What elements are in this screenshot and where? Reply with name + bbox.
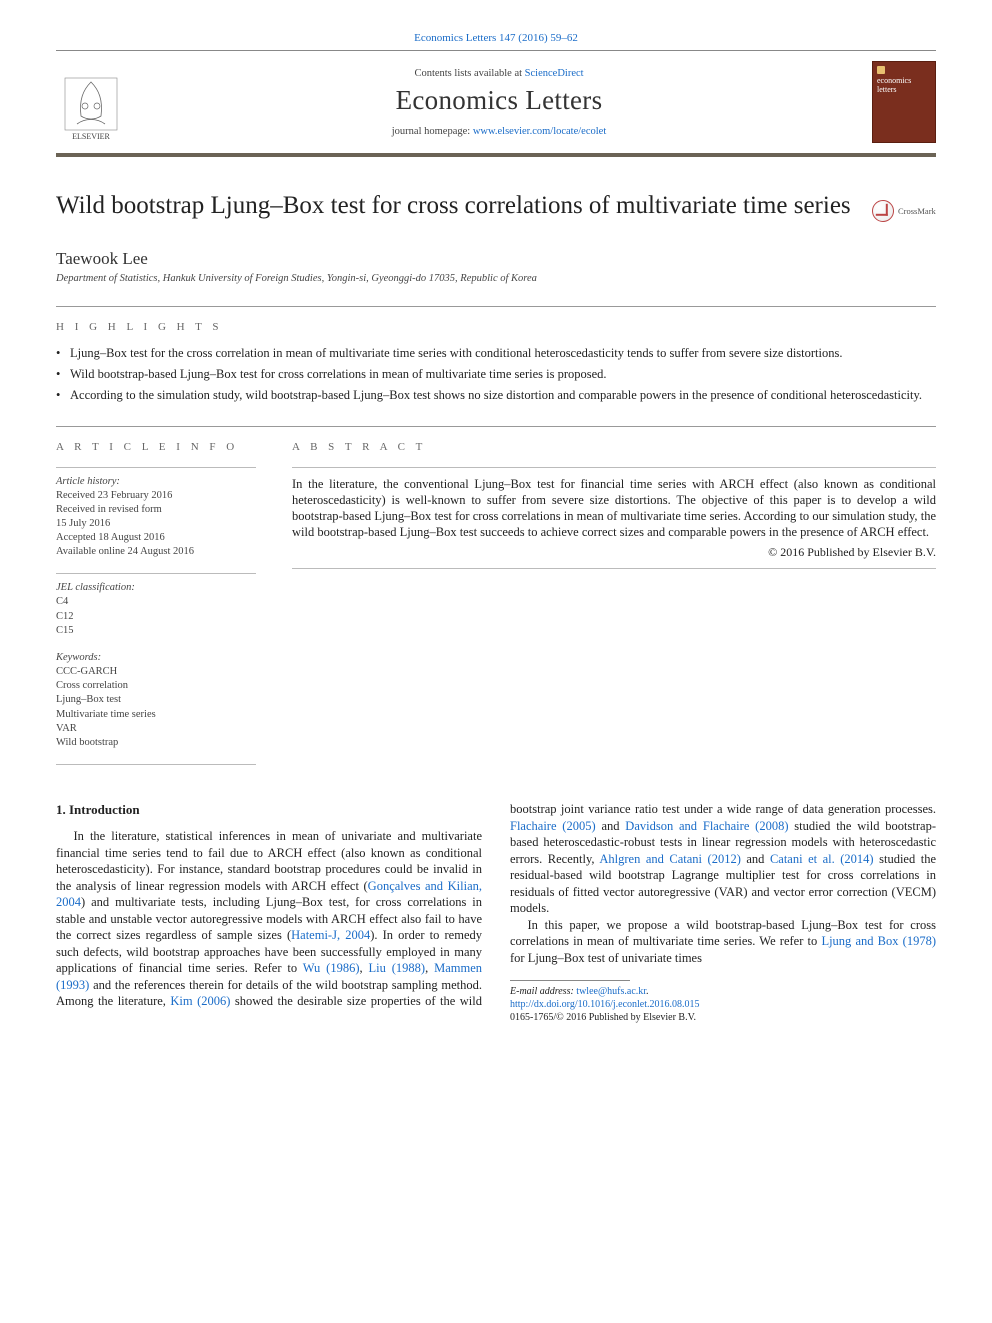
header-center: Contents lists available at ScienceDirec… <box>142 68 856 137</box>
cover-icon <box>877 66 885 74</box>
homepage-link[interactable]: www.elsevier.com/locate/ecolet <box>473 126 606 137</box>
citation-link[interactable]: Wu (1986) <box>303 961 360 975</box>
keywords-block: Keywords: CCC-GARCH Cross correlation Lj… <box>56 652 256 750</box>
journal-name: Economics Letters <box>142 85 856 116</box>
crossmark-icon <box>872 200 894 222</box>
highlights-label: h i g h l i g h t s <box>56 321 936 333</box>
divider <box>56 306 936 307</box>
article-history-block: Article history: Received 23 February 20… <box>56 476 256 560</box>
keyword: Cross correlation <box>56 679 256 693</box>
author-name: Taewook Lee <box>56 249 936 269</box>
jel-code: C12 <box>56 610 256 624</box>
cover-text-2: letters <box>877 85 897 94</box>
email-label: E-mail address: <box>510 986 576 997</box>
citation-link[interactable]: Ljung and Box (1978) <box>821 934 936 948</box>
divider <box>56 426 936 427</box>
article-info-column: a r t i c l e i n f o Article history: R… <box>56 441 256 765</box>
article-history-title: Article history: <box>56 476 256 487</box>
history-line: Available online 24 August 2016 <box>56 545 256 559</box>
keywords-title: Keywords: <box>56 652 256 663</box>
text-run: . <box>646 986 649 997</box>
abstract-column: a b s t r a c t In the literature, the c… <box>292 441 936 765</box>
citation-link[interactable]: Flachaire (2005) <box>510 819 596 833</box>
citation-link[interactable]: Ahlgren and Catani (2012) <box>599 852 741 866</box>
history-line: Accepted 18 August 2016 <box>56 531 256 545</box>
history-line: 15 July 2016 <box>56 517 256 531</box>
jel-block: JEL classification: C4 C12 C15 <box>56 582 256 638</box>
highlight-item: Wild bootstrap-based Ljung–Box test for … <box>56 366 936 383</box>
contents-line: Contents lists available at ScienceDirec… <box>142 68 856 79</box>
citation-link[interactable]: Liu (1988) <box>369 961 426 975</box>
issn-line: 0165-1765/© 2016 Published by Elsevier B… <box>510 1011 936 1024</box>
divider <box>292 568 936 569</box>
author-affiliation: Department of Statistics, Hankuk Univers… <box>56 273 936 284</box>
email-footnote: E-mail address: twlee@hufs.ac.kr. <box>510 985 936 998</box>
keyword: Multivariate time series <box>56 708 256 722</box>
highlights-list: Ljung–Box test for the cross correlation… <box>56 345 936 404</box>
contents-prefix: Contents lists available at <box>414 68 524 79</box>
homepage-line: journal homepage: www.elsevier.com/locat… <box>142 126 856 137</box>
divider <box>292 467 936 468</box>
footnote-block: E-mail address: twlee@hufs.ac.kr. http:/… <box>510 985 936 1024</box>
highlight-item: According to the simulation study, wild … <box>56 387 936 404</box>
text-run: , <box>360 961 369 975</box>
jel-code: C4 <box>56 595 256 609</box>
doi-link[interactable]: http://dx.doi.org/10.1016/j.econlet.2016… <box>510 998 936 1011</box>
elsevier-label: ELSEVIER <box>72 132 110 141</box>
text-run: and <box>741 852 770 866</box>
section-heading-introduction: 1. Introduction <box>56 801 482 818</box>
elsevier-logo: ELSEVIER <box>56 63 126 141</box>
homepage-prefix: journal homepage: <box>392 126 473 137</box>
sciencedirect-link[interactable]: ScienceDirect <box>525 68 584 79</box>
paper-title: Wild bootstrap Ljung–Box test for cross … <box>56 191 856 221</box>
jel-title: JEL classification: <box>56 582 256 593</box>
citation-link[interactable]: Hatemi-J, 2004 <box>291 928 370 942</box>
divider <box>56 573 256 574</box>
citation-link[interactable]: Davidson and Flachaire (2008) <box>625 819 788 833</box>
abstract-label: a b s t r a c t <box>292 441 936 453</box>
crossmark-label: CrossMark <box>898 206 936 216</box>
keyword: VAR <box>56 722 256 736</box>
history-line: Received in revised form <box>56 503 256 517</box>
crossmark-badge[interactable]: CrossMark <box>872 191 936 231</box>
keyword: CCC-GARCH <box>56 665 256 679</box>
footnote-separator <box>510 980 630 981</box>
body-text: 1. Introduction In the literature, stati… <box>56 801 936 1024</box>
divider <box>56 764 256 765</box>
copyright-line: © 2016 Published by Elsevier B.V. <box>292 545 936 560</box>
body-paragraph: In this paper, we propose a wild bootstr… <box>510 917 936 967</box>
highlight-item: Ljung–Box test for the cross correlation… <box>56 345 936 362</box>
journal-header: ELSEVIER Contents lists available at Sci… <box>56 50 936 157</box>
keyword: Wild bootstrap <box>56 736 256 750</box>
article-info-label: a r t i c l e i n f o <box>56 441 256 453</box>
cover-text-1: economics <box>877 76 911 85</box>
journal-cover-thumb: economics letters <box>872 61 936 143</box>
email-link[interactable]: twlee@hufs.ac.kr <box>576 986 646 997</box>
jel-code: C15 <box>56 624 256 638</box>
text-run: and <box>596 819 626 833</box>
abstract-text: In the literature, the conventional Ljun… <box>292 476 936 541</box>
keyword: Ljung–Box test <box>56 693 256 707</box>
text-run: for Ljung–Box test of univariate times <box>510 951 702 965</box>
text-run: , <box>425 961 434 975</box>
history-line: Received 23 February 2016 <box>56 489 256 503</box>
citation-link[interactable]: Catani et al. (2014) <box>770 852 874 866</box>
journal-citation: Economics Letters 147 (2016) 59–62 <box>56 32 936 44</box>
divider <box>56 467 256 468</box>
citation-link[interactable]: Kim (2006) <box>170 994 230 1008</box>
